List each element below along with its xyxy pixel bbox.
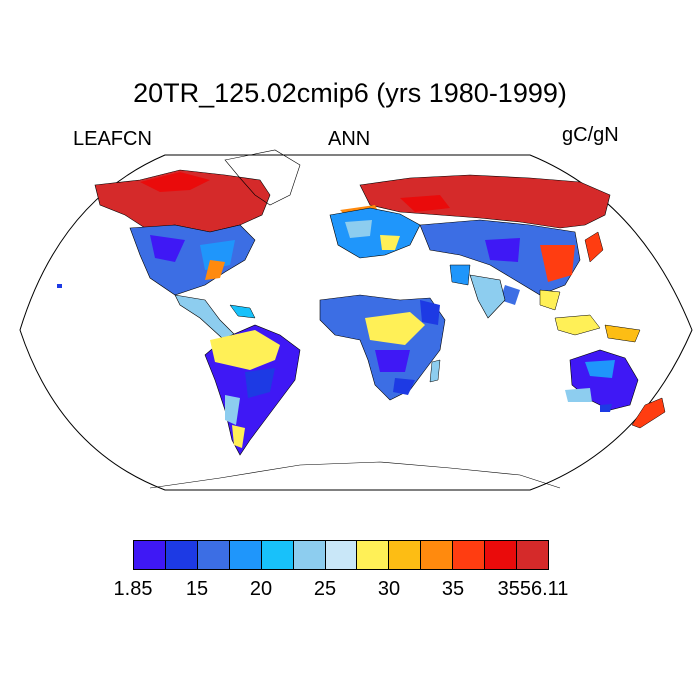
globe-outline bbox=[19, 154, 693, 491]
colorbar-box bbox=[485, 541, 518, 569]
colorbar-tick-label: 30 bbox=[377, 578, 401, 600]
map-title: 20TR_125.02cmip6 (yrs 1980-1999) bbox=[133, 78, 567, 108]
central-america bbox=[174, 294, 236, 339]
colorbar-box bbox=[261, 541, 294, 569]
colorbar-tick-label: 3556.11 bbox=[497, 578, 569, 600]
colorbar-box bbox=[165, 541, 198, 569]
india bbox=[469, 274, 506, 319]
colorbar-tick-label: 1.85 bbox=[113, 578, 153, 600]
colorbar bbox=[133, 540, 549, 570]
season-label: ANN bbox=[328, 128, 371, 150]
indonesia bbox=[554, 314, 601, 336]
new-zealand bbox=[631, 397, 666, 429]
colorbar-box bbox=[357, 541, 390, 569]
eurasia-boreal bbox=[359, 174, 611, 229]
madagascar bbox=[429, 359, 441, 383]
japan bbox=[584, 231, 604, 263]
colorbar-box bbox=[421, 541, 454, 569]
north-america-boreal bbox=[94, 169, 271, 233]
colorbar-box bbox=[197, 541, 230, 569]
colorbar-box bbox=[293, 541, 326, 569]
colorbar-tick-label: 15 bbox=[185, 578, 209, 600]
europe bbox=[329, 207, 421, 259]
colorbar-box bbox=[134, 541, 166, 569]
colorbar-tick-label: 25 bbox=[313, 578, 337, 600]
north-america-mid bbox=[129, 224, 256, 296]
antarctica bbox=[149, 461, 561, 489]
colorbar-box bbox=[389, 541, 422, 569]
greenland bbox=[224, 149, 301, 206]
colorbar-box bbox=[325, 541, 358, 569]
colorbar-tick-label: 35 bbox=[441, 578, 465, 600]
colorbar-tick-label: 20 bbox=[249, 578, 273, 600]
colorbar-box bbox=[453, 541, 486, 569]
units-label: gC/gN bbox=[562, 124, 619, 146]
variable-label: LEAFCN bbox=[73, 128, 152, 150]
colorbar-box bbox=[229, 541, 262, 569]
colorbar-box bbox=[517, 541, 548, 569]
